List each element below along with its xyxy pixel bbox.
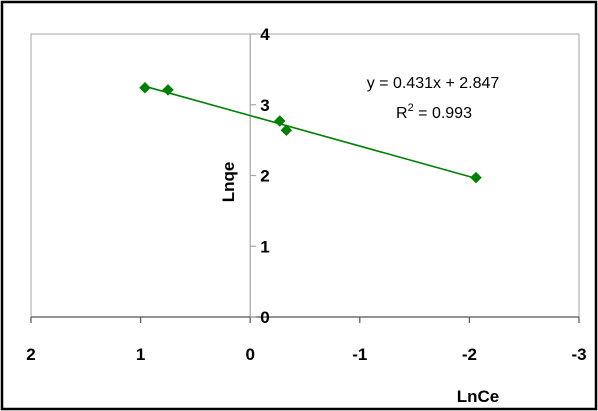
y-tick-label: 1 [260, 237, 269, 256]
r-squared-symbol: R [396, 105, 408, 122]
r-squared-label: R2 = 0.993 [396, 102, 472, 122]
data-point [139, 81, 151, 94]
data-point [470, 171, 482, 184]
x-tick-label: -1 [352, 345, 367, 364]
y-tick-label: 0 [260, 308, 269, 327]
y-axis-title: Lnqe [219, 162, 238, 203]
r-squared-value: = 0.993 [414, 105, 472, 122]
plot-area [30, 33, 580, 318]
trendline-equation: y = 0.431x + 2.847 [367, 75, 500, 92]
x-ticks: 2 1 0 -1 -2 -3 [26, 317, 587, 364]
data-point [280, 124, 293, 137]
data-points-layer [139, 81, 482, 184]
x-axis-title: LnCe [457, 387, 500, 406]
x-tick-label: -2 [462, 345, 477, 364]
y-tick-label: 2 [260, 167, 269, 186]
data-point [162, 84, 174, 96]
y-tick-label: 4 [260, 25, 270, 44]
x-tick-label: -3 [571, 345, 586, 364]
x-tick-label: 1 [136, 345, 145, 364]
y-ticks: 0 1 2 3 4 [250, 25, 270, 327]
x-tick-label: 2 [26, 345, 35, 364]
y-tick-label: 3 [260, 96, 269, 115]
x-tick-label: 0 [245, 345, 254, 364]
trendline [144, 85, 477, 180]
trendline-layer [144, 85, 477, 180]
r-squared-exponent: 2 [408, 102, 414, 114]
data-point [273, 115, 286, 127]
